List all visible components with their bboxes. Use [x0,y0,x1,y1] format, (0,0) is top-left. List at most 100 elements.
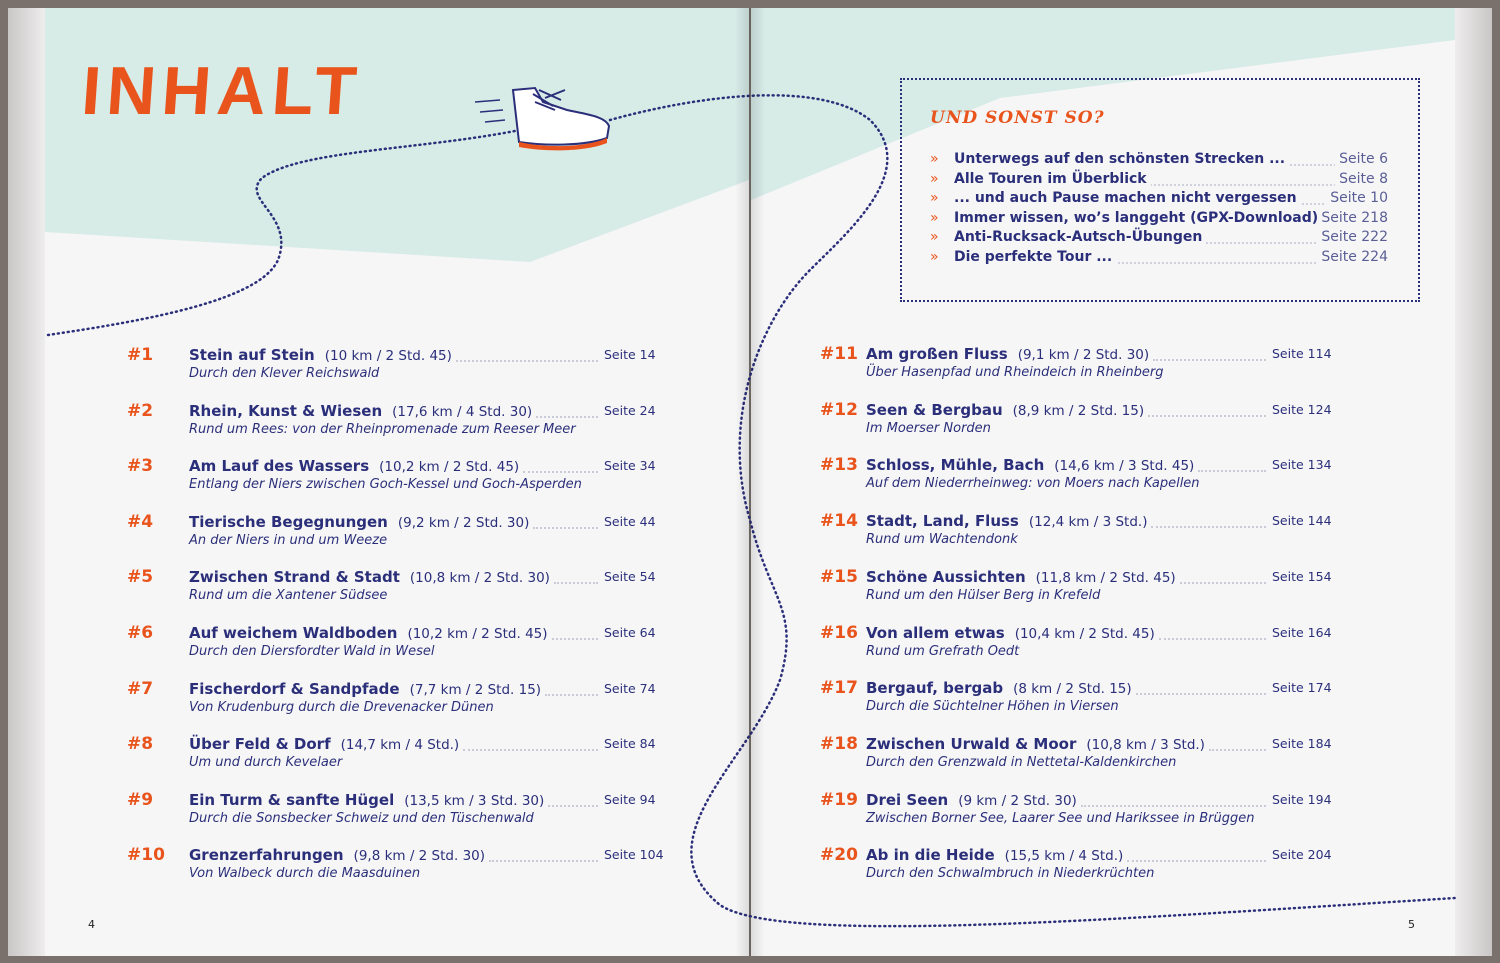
entry-number: #5 [127,567,154,588]
entry-subtitle: Entlang der Niers zwischen Goch-Kessel u… [189,477,582,493]
leader-dots [1208,748,1266,751]
entry-number: #18 [820,733,858,754]
entry-number: #4 [127,511,154,532]
entry-info: (12,4 km / 3 Std.) [1028,514,1148,531]
leader-dots [1153,359,1266,361]
page-edges-left [8,8,45,956]
entry-title-line: Schloss, Mühle, Bach (14,6 km / 3 Std. 45… [866,456,1194,474]
extras-item-label: Unterwegs auf den schönsten Strecken ... [954,151,1290,167]
entry-info: (7,7 km / 2 Std. 15) [409,681,542,698]
page-number-right: 5 [1408,918,1415,931]
extras-item[interactable]: » Immer wissen, wo’s langgeht (GPX-Downlo… [930,209,1388,230]
leader-dots [551,638,598,640]
leader-dots [1158,637,1266,640]
entry-title: Zwischen Urwald & Moor [866,734,1077,753]
entry-subtitle: Rund um die Xantener Südsee [189,588,388,604]
leader-dots [1179,581,1266,584]
entry-number: #6 [127,623,154,643]
entry-title: Schloss, Mühle, Bach [866,456,1045,475]
entry-info: (10 km / 2 Std. 45) [324,348,452,364]
teal-band-right [751,8,1455,200]
entry-page: Seite 144 [1272,513,1332,529]
entry-title-line: Zwischen Strand & Stadt (10,8 km / 2 Std.… [189,568,550,586]
leader-dots [489,860,598,863]
extras-item-label: Anti-Rucksack-Autsch-Übungen [954,229,1207,246]
entry-info: (13,5 km / 3 Std. 30) [404,792,545,809]
entry-info: (9,1 km / 2 Std. 30) [1017,347,1150,363]
entry-page: Seite 64 [604,625,656,640]
entry-title: Am großen Fluss [866,345,1008,363]
leader-dots [954,183,1388,186]
entry-title-line: Am Lauf des Wassers (10,2 km / 2 Std. 45) [189,457,519,475]
entry-title-line: Fischerdorf & Sandpfade (7,7 km / 2 Std. … [189,680,541,698]
entry-title: Zwischen Strand & Stadt [189,568,400,587]
extras-item[interactable]: » Anti-Rucksack-Autsch-Übungen Seite 222 [930,229,1388,249]
entry-subtitle: Von Krudenburg durch die Drevenacker Dün… [189,699,494,715]
entry-page: Seite 124 [1272,401,1332,417]
entry-subtitle: Rund um den Hülser Berg in Krefeld [866,587,1101,603]
extras-item[interactable]: » Die perfekte Tour ... Seite 224 [930,249,1388,269]
entry-subtitle: Durch den Diersfordter Wald in Wesel [189,644,435,659]
entry-page: Seite 184 [1272,735,1332,751]
entry-page: Seite 94 [604,791,656,807]
leader-dots [545,693,598,696]
entry-subtitle: Von Walbeck durch die Maasduinen [189,866,421,882]
leader-dots [548,804,598,807]
extras-item-label: ... und auch Pause machen nicht vergesse… [954,190,1301,207]
entry-number: #17 [820,678,858,699]
entry-title-line: Ab in die Heide (15,5 km / 4 Std.) [866,846,1123,864]
entry-info: (10,8 km / 3 Std.) [1086,736,1205,753]
entry-page: Seite 204 [1272,847,1332,863]
entry-page: Seite 24 [604,402,656,418]
extras-item-page: Seite 8 [1335,170,1388,187]
entry-title-line: Grenzerfahrungen (9,8 km / 2 Std. 30) [189,846,485,864]
leader-dots [553,582,598,585]
entry-subtitle: Zwischen Borner See, Laarer See und Hari… [866,810,1255,826]
leader-dots [1198,470,1266,473]
entry-subtitle: Durch die Sonsbecker Schweiz und den Tüs… [189,810,534,826]
entry-info: (9,8 km / 2 Std. 30) [353,848,486,865]
extras-item[interactable]: » Alle Touren im Überblick Seite 8 [930,170,1388,191]
entry-subtitle: Rund um Grefrath Oedt [866,643,1020,659]
entry-number: #12 [820,399,858,420]
entry-subtitle: Auf dem Niederrheinweg: von Moers nach K… [866,476,1200,492]
entry-page: Seite 134 [1272,457,1332,473]
entry-page: Seite 74 [604,680,656,696]
entry-subtitle: Durch den Klever Reichswald [189,366,380,381]
entry-number: #8 [127,734,154,755]
entry-page: Seite 54 [604,569,656,585]
extras-heading: UND SONST SO? [930,108,1105,128]
entry-page: Seite 104 [604,847,664,863]
entry-subtitle: Im Moerser Norden [866,420,991,436]
entry-title: Stein auf Stein [189,346,315,364]
entry-title-line: Am großen Fluss (9,1 km / 2 Std. 30) [866,345,1149,363]
entry-page: Seite 174 [1272,680,1332,696]
entry-subtitle: Rund um Wachtendonk [866,532,1018,548]
entry-title-line: Zwischen Urwald & Moor (10,8 km / 3 Std.) [866,735,1205,753]
entry-title: Rhein, Kunst & Wiesen [189,401,383,420]
entry-title-line: Schöne Aussichten (11,8 km / 2 Std. 45) [866,568,1176,586]
leader-dots [1127,860,1266,863]
entry-title-line: Ein Turm & sanfte Hügel (13,5 km / 3 Std.… [189,791,544,809]
entry-subtitle: An der Niers in und um Weeze [189,532,388,548]
entry-info: (17,6 km / 4 Std. 30) [392,403,533,420]
entry-number: #7 [127,678,154,699]
entry-info: (14,6 km / 3 Std. 45) [1054,458,1195,475]
leader-dots [1148,414,1266,417]
entry-info: (8 km / 2 Std. 15) [1013,681,1132,698]
entry-page: Seite 114 [1272,346,1332,361]
entry-subtitle: Durch den Grenzwald in Nettetal-Kaldenki… [866,754,1177,770]
dotted-trail [46,94,1457,928]
entry-title: Grenzerfahrungen [189,846,344,865]
extras-item-label: Die perfekte Tour ... [954,249,1117,265]
entry-subtitle: Durch die Süchtelner Höhen in Viersen [866,699,1119,715]
entry-title: Tierische Begegnungen [189,512,388,531]
entry-number: #2 [127,400,154,421]
extras-item[interactable]: » Unterwegs auf den schönsten Strecken ..… [930,151,1388,171]
entry-subtitle: Um und durch Kevelaer [189,755,343,771]
extras-item[interactable]: » ... und auch Pause machen nicht vergess… [930,190,1388,210]
entry-title-line: Über Feld & Dorf (14,7 km / 4 Std.) [189,735,459,753]
extras-item-label: Immer wissen, wo’s langgeht (GPX-Downloa… [954,209,1323,226]
entry-number: #14 [820,511,858,532]
entry-info: (8,9 km / 2 Std. 15) [1012,402,1145,419]
